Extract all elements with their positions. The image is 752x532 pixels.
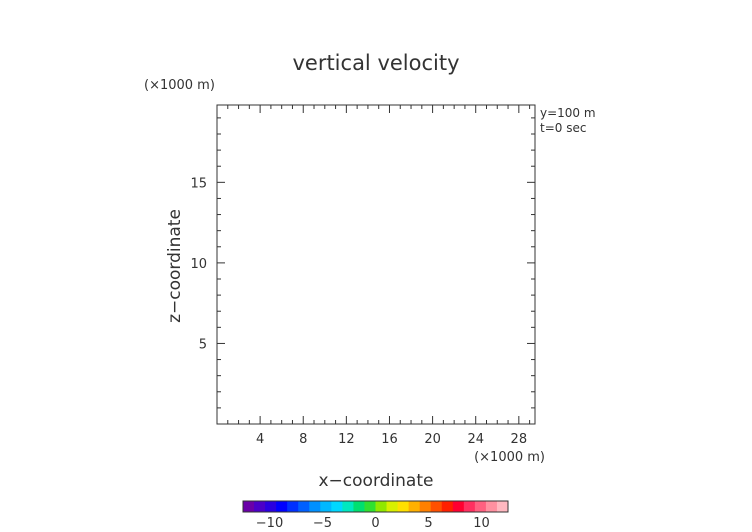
colorbar-segment (397, 501, 410, 512)
y-axis-unit: (×1000 m) (144, 78, 215, 93)
colorbar-segment (430, 501, 443, 512)
colorbar-segment (496, 501, 509, 512)
annotation-time: t=0 sec (540, 121, 586, 135)
colorbar-segment (419, 501, 432, 512)
colorbar-segment (276, 501, 288, 512)
colorbar-frame (242, 500, 509, 513)
x-tick-label: 20 (424, 432, 441, 447)
colorbar-tick-label: −10 (256, 516, 283, 531)
colorbar-segment (287, 501, 299, 512)
x-tick-label: 12 (338, 432, 355, 447)
colorbar-tick-label: 0 (371, 516, 379, 531)
colorbar-segment (474, 501, 487, 512)
y-tick-label: 15 (190, 176, 207, 191)
x-tick-label: 4 (256, 432, 264, 447)
colorbar-segment (485, 501, 498, 512)
colorbar-segment (331, 501, 343, 512)
colorbar-segment (309, 501, 321, 512)
colorbar-segment (243, 501, 255, 512)
y-axis-label: z−coordinate (165, 209, 185, 323)
colorbar-tick-label: 5 (424, 516, 432, 531)
colorbar-tick-label: 10 (473, 516, 490, 531)
y-axis-ticks: 5 10 15 (190, 117, 535, 409)
annotation-y-position: y=100 m (540, 106, 596, 120)
x-axis-label: x−coordinate (319, 471, 434, 491)
x-tick-label: 24 (467, 432, 484, 447)
colorbar: −10 −5 0 5 10 (242, 500, 509, 531)
colorbar-segment (375, 501, 388, 512)
x-tick-label: 8 (299, 432, 307, 447)
x-axis-ticks: 4 8 12 16 20 24 28 (227, 105, 531, 447)
chart-title: vertical velocity (292, 51, 459, 75)
colorbar-segment (463, 501, 476, 512)
colorbar-tick-label: −5 (313, 516, 332, 531)
colorbar-segment (408, 501, 421, 512)
x-tick-label: 16 (381, 432, 398, 447)
y-tick-label: 10 (190, 257, 207, 272)
plot-area (216, 104, 536, 425)
colorbar-segment (342, 501, 354, 512)
colorbar-segment (320, 501, 332, 512)
colorbar-segment (254, 501, 266, 512)
colorbar-segment (441, 501, 454, 512)
colorbar-segment (386, 501, 399, 512)
x-axis-unit: (×1000 m) (474, 450, 545, 465)
colorbar-segment (353, 501, 365, 512)
colorbar-segment (298, 501, 310, 512)
colorbar-segment (452, 501, 465, 512)
y-tick-label: 5 (199, 337, 207, 352)
colorbar-segment (364, 501, 376, 512)
x-tick-label: 28 (511, 432, 528, 447)
colorbar-segment (265, 501, 277, 512)
